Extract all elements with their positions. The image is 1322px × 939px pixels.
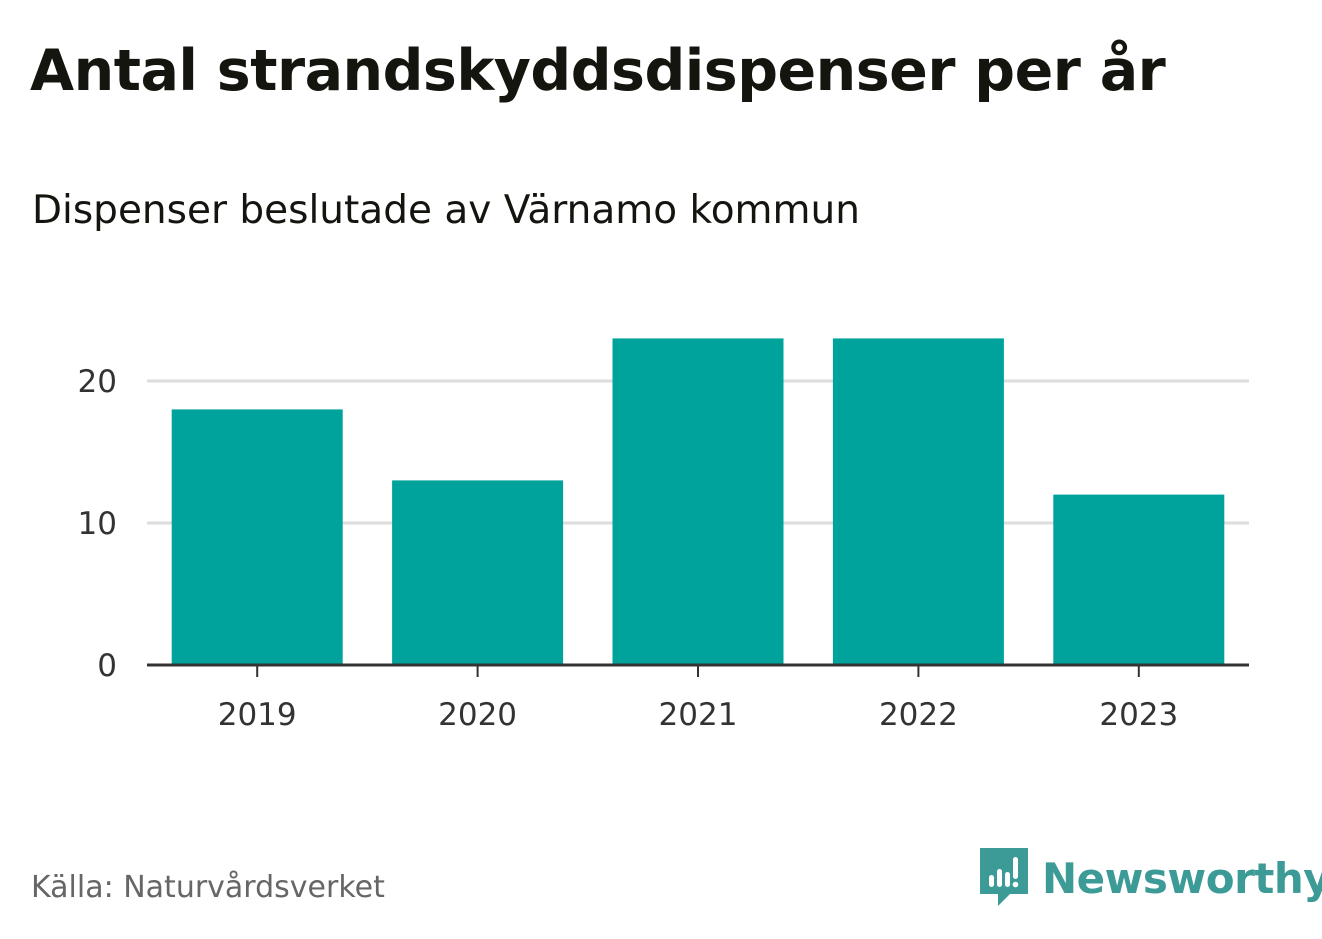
x-tick-label-2019: 2019 bbox=[218, 697, 297, 733]
bar-2022 bbox=[832, 338, 1004, 665]
chart-subtitle: Dispenser beslutade av Värnamo kommun bbox=[32, 188, 860, 233]
bar-2023 bbox=[1053, 494, 1225, 665]
x-tick-label-2021: 2021 bbox=[659, 697, 738, 733]
y-tick-label-10: 10 bbox=[78, 506, 117, 542]
bar-2021 bbox=[612, 338, 784, 665]
x-tick-label-2022: 2022 bbox=[879, 697, 958, 733]
brand-logo: Newsworthy bbox=[980, 848, 1322, 908]
source-note: Källa: Naturvårdsverket bbox=[31, 870, 385, 905]
y-tick-label-0: 0 bbox=[97, 648, 117, 684]
chart-title: Antal strandskyddsdispenser per år bbox=[30, 38, 1166, 104]
x-tick-label-2020: 2020 bbox=[438, 697, 517, 733]
y-tick-label-20: 20 bbox=[78, 364, 117, 400]
bar-2020 bbox=[392, 480, 564, 665]
bar-2019 bbox=[171, 409, 343, 665]
newsworthy-logo-icon bbox=[980, 848, 1028, 906]
brand-name: Newsworthy bbox=[1042, 853, 1322, 903]
x-tick-label-2023: 2023 bbox=[1099, 697, 1178, 733]
